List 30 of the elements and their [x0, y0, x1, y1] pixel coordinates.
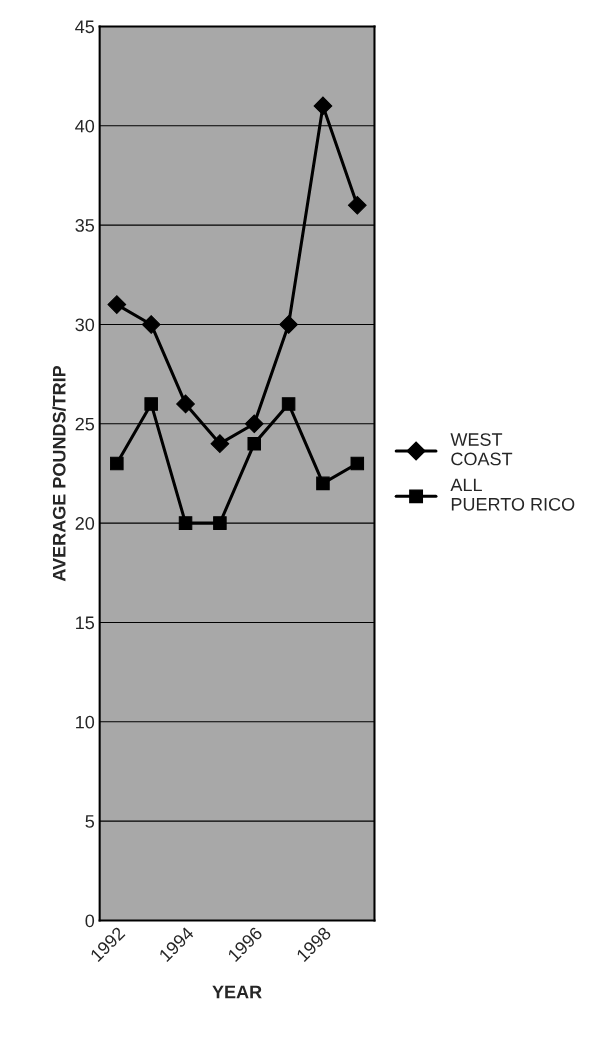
point	[281, 397, 296, 411]
y-tick-label: 15	[76, 616, 95, 630]
point	[279, 315, 298, 334]
point	[210, 434, 230, 454]
legend-label: WEST COAST	[450, 433, 513, 466]
point	[247, 436, 262, 451]
point	[176, 394, 195, 414]
legend-label: ALL PUERTO RICO	[450, 478, 575, 511]
point	[350, 456, 365, 471]
x-axis-title: YEAR	[212, 985, 262, 999]
point	[144, 397, 158, 411]
point	[313, 96, 333, 116]
y-tick-label: 30	[75, 318, 95, 332]
point	[347, 195, 367, 215]
point	[110, 456, 124, 471]
y-tick-label: 0	[85, 914, 95, 928]
point	[213, 516, 227, 530]
y-tick-label: 40	[75, 119, 95, 133]
y-axis-title: AVERAGE POUNDS/TRIP	[52, 365, 66, 582]
point	[178, 516, 193, 530]
y-tick-label: 25	[75, 417, 95, 431]
point	[316, 476, 330, 491]
y-tick-label: 45	[75, 20, 95, 34]
y-tick-label: 10	[76, 715, 95, 729]
y-tick-label: 35	[75, 219, 95, 232]
point	[107, 295, 127, 314]
point	[141, 315, 161, 334]
point	[244, 414, 264, 434]
y-tick-label: 5	[85, 815, 95, 828]
y-tick-label: 20	[75, 517, 95, 530]
